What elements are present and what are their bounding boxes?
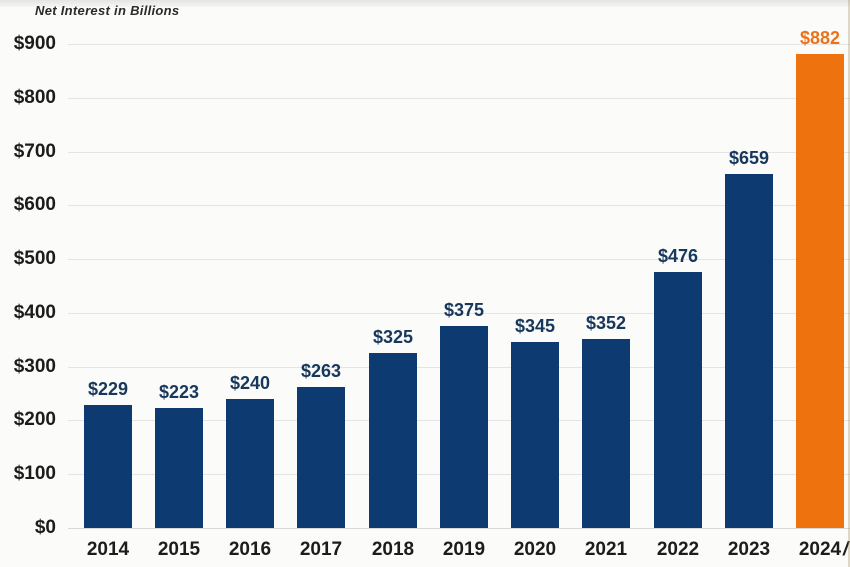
gridline-500 xyxy=(68,259,850,260)
bar-2014 xyxy=(84,405,132,528)
bar-value-label: $352 xyxy=(585,313,627,333)
gridline-700 xyxy=(68,152,850,153)
x-axis-tick-label: 2014 xyxy=(86,539,130,560)
x-axis-tick-label: 2016 xyxy=(228,539,272,560)
bar-value-label: $375 xyxy=(443,300,485,320)
bar-2015 xyxy=(155,408,203,528)
y-axis-tick-label: $900 xyxy=(13,33,56,54)
y-axis-tick-label: $500 xyxy=(13,248,56,269)
bar-2023 xyxy=(725,174,773,528)
bar-value-label: $325 xyxy=(372,327,414,347)
gridline-400 xyxy=(68,313,850,314)
y-axis-tick-label: $400 xyxy=(13,302,56,323)
clipped-next-label-fragment: / xyxy=(843,539,849,560)
window-top-strip xyxy=(0,0,850,7)
bar-2017 xyxy=(297,387,345,528)
chart-title: Net Interest in Billions xyxy=(35,3,180,18)
x-axis-tick-label: 2020 xyxy=(513,539,557,560)
bar-value-label: $882 xyxy=(799,28,841,48)
x-axis-tick-label: 2015 xyxy=(157,539,201,560)
bar-value-label: $345 xyxy=(514,316,556,336)
x-axis-tick-label: 2019 xyxy=(442,539,486,560)
bar-2024 xyxy=(796,54,844,528)
x-axis-tick-label: 2017 xyxy=(299,539,343,560)
bar-value-label: $229 xyxy=(87,379,129,399)
gridline-800 xyxy=(68,98,850,99)
y-axis-tick-label: $600 xyxy=(13,194,56,215)
screen-right-edge xyxy=(848,0,850,567)
bar-2020 xyxy=(511,342,559,528)
bar-2021 xyxy=(582,339,630,528)
gridline-900 xyxy=(68,44,850,45)
gridline-0 xyxy=(68,528,850,529)
bar-value-label: $263 xyxy=(300,361,342,381)
bar-value-label: $476 xyxy=(657,246,699,266)
y-axis-tick-label: $800 xyxy=(13,87,56,108)
bar-2016 xyxy=(226,399,274,528)
y-axis-tick-label: $0 xyxy=(34,517,56,538)
gridline-600 xyxy=(68,205,850,206)
x-axis-tick-label: 2023 xyxy=(727,539,771,560)
y-axis-tick-label: $300 xyxy=(13,356,56,377)
x-axis-tick-label: 2021 xyxy=(584,539,628,560)
x-axis-tick-label: 2022 xyxy=(656,539,700,560)
bar-value-label: $223 xyxy=(158,382,200,402)
y-axis-tick-label: $100 xyxy=(13,463,56,484)
bar-2019 xyxy=(440,326,488,528)
bar-2022 xyxy=(654,272,702,528)
bar-2018 xyxy=(369,353,417,528)
y-axis-tick-label: $700 xyxy=(13,141,56,162)
y-axis-tick-label: $200 xyxy=(13,409,56,430)
x-axis-tick-label: 2018 xyxy=(371,539,415,560)
bar-value-label: $659 xyxy=(728,148,770,168)
x-axis-tick-label: 2024 xyxy=(798,539,842,560)
bar-value-label: $240 xyxy=(229,373,271,393)
